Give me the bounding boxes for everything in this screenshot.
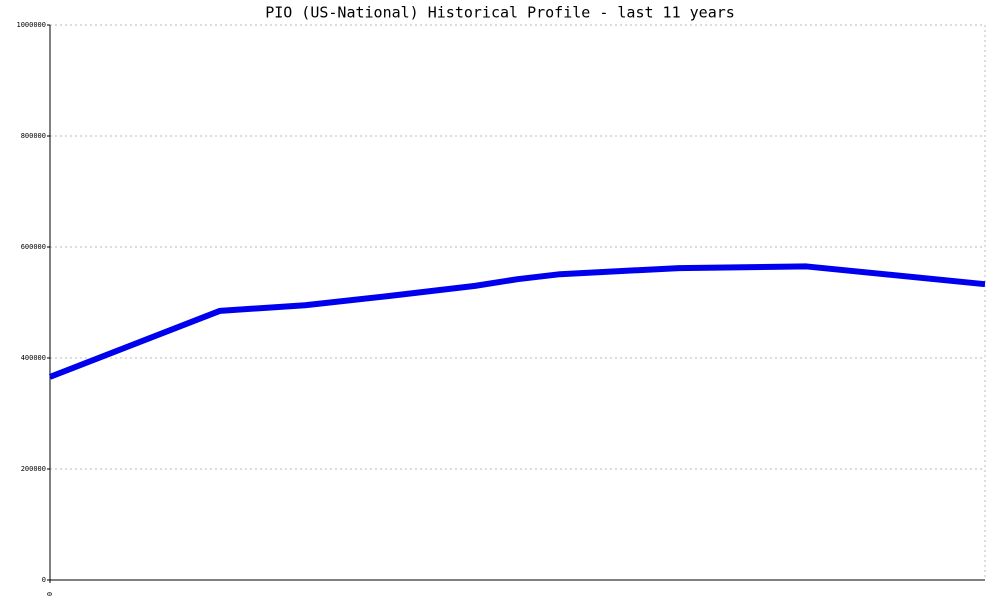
y-tick-label: 1000000 [16, 21, 46, 29]
y-tick-label: 800000 [21, 132, 46, 140]
x-tick-label: 0 [46, 592, 54, 596]
y-tick-label: 200000 [21, 465, 46, 473]
y-tick-label: 0 [42, 576, 46, 584]
chart-title: PIO (US-National) Historical Profile - l… [265, 4, 735, 22]
y-tick-label: 400000 [21, 354, 46, 362]
data-line [48, 263, 986, 380]
y-tick-label: 600000 [21, 243, 46, 251]
